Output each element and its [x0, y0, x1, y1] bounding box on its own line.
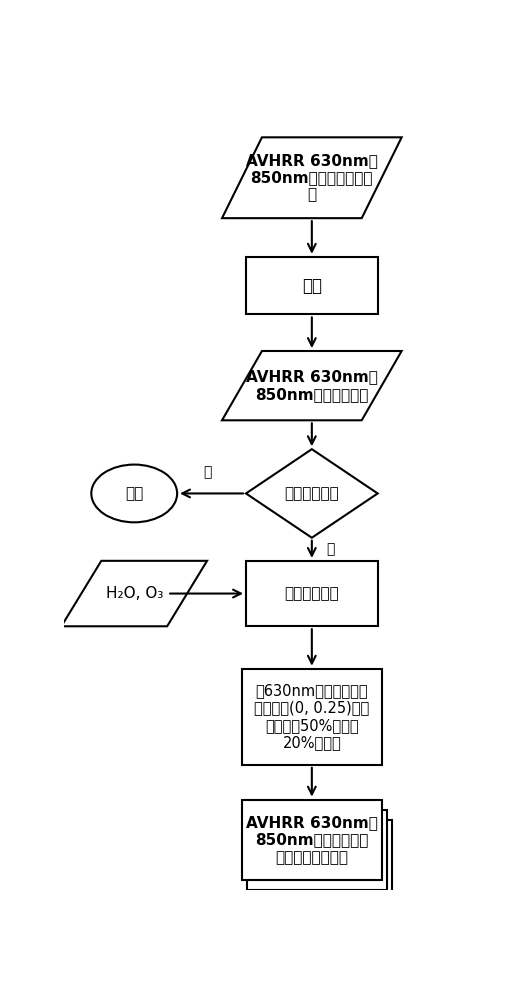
Bar [252, 820, 392, 900]
Text: 否: 否 [326, 542, 334, 556]
Bar [247, 810, 387, 890]
Bar [242, 800, 382, 880]
Bar [246, 561, 377, 626]
Polygon shape [246, 449, 377, 538]
Polygon shape [61, 561, 207, 626]
Bar [246, 257, 377, 314]
Polygon shape [222, 351, 402, 420]
Ellipse shape [91, 465, 177, 522]
Text: AVHRR 630nm和
850nm波段的时间序
列天顶反射率数据: AVHRR 630nm和 850nm波段的时间序 列天顶反射率数据 [246, 815, 378, 865]
Bar [242, 669, 382, 765]
Text: 是: 是 [203, 466, 212, 480]
Text: H₂O, O₃: H₂O, O₃ [106, 586, 163, 601]
Polygon shape [222, 137, 402, 218]
Text: 当630nm波段的天顶反
射率介于(0, 0.25)时，
去除最高50%和最低
20%的像元: 当630nm波段的天顶反 射率介于(0, 0.25)时， 去除最高50%和最低 … [254, 683, 369, 750]
Text: AVHRR 630nm和
850nm的天顶反射率: AVHRR 630nm和 850nm的天顶反射率 [246, 369, 378, 402]
Text: 结束: 结束 [125, 486, 143, 501]
Text: 定标: 定标 [302, 277, 322, 295]
Text: 云、海洋或雪: 云、海洋或雪 [284, 486, 339, 501]
Text: AVHRR 630nm和
850nm波段的天顶辐亮
度: AVHRR 630nm和 850nm波段的天顶辐亮 度 [246, 153, 378, 203]
Text: 气体吸收校正: 气体吸收校正 [284, 586, 339, 601]
